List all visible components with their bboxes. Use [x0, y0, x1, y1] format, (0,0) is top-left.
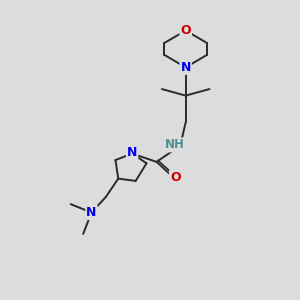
Text: N: N	[86, 206, 97, 219]
Text: N: N	[181, 61, 191, 74]
Text: O: O	[170, 171, 181, 184]
Text: O: O	[180, 24, 191, 37]
Text: NH: NH	[165, 138, 185, 152]
Text: N: N	[127, 146, 137, 160]
